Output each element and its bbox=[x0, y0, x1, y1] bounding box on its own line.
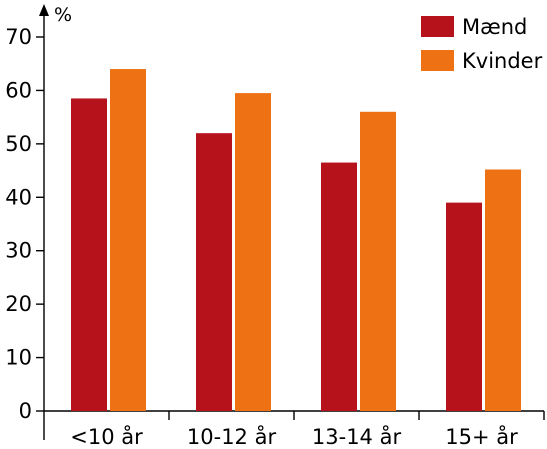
y-axis-arrow bbox=[39, 4, 49, 16]
legend-swatch bbox=[421, 16, 454, 37]
bar-series-2 bbox=[485, 169, 521, 411]
x-category-label: 10-12 år bbox=[187, 424, 277, 449]
y-tick-label: 70 bbox=[5, 25, 32, 49]
bars bbox=[71, 69, 521, 412]
bar-series-1 bbox=[321, 162, 357, 411]
bar-series-1 bbox=[446, 202, 482, 411]
y-axis: 0 10 20 30 40 50 60 70 bbox=[5, 4, 49, 440]
legend: Mænd Kvinder bbox=[421, 15, 543, 73]
y-tick-label: 40 bbox=[5, 185, 32, 209]
y-tick-label: 20 bbox=[5, 292, 32, 316]
bar-series-1 bbox=[71, 98, 107, 411]
y-tick-label: 50 bbox=[5, 132, 32, 156]
bar-series-2 bbox=[110, 69, 146, 412]
legend-swatch bbox=[421, 50, 454, 71]
bar-series-1 bbox=[196, 133, 232, 411]
y-axis-unit-label: % bbox=[54, 4, 72, 26]
x-axis: <10 år 10-12 år 13-14 år 15+ år bbox=[44, 410, 545, 449]
y-tick-label: 10 bbox=[5, 346, 32, 370]
legend-label: Kvinder bbox=[462, 49, 543, 73]
x-category-label: 13-14 år bbox=[312, 424, 402, 449]
legend-label: Mænd bbox=[462, 15, 527, 39]
bar-series-2 bbox=[360, 111, 396, 412]
y-tick-label: 0 bbox=[19, 399, 32, 423]
y-tick-label: 30 bbox=[5, 239, 32, 263]
x-category-label: 15+ år bbox=[445, 424, 518, 449]
x-category-label: <10 år bbox=[70, 424, 143, 449]
bar-series-2 bbox=[235, 93, 271, 411]
y-tick-label: 60 bbox=[5, 78, 32, 102]
